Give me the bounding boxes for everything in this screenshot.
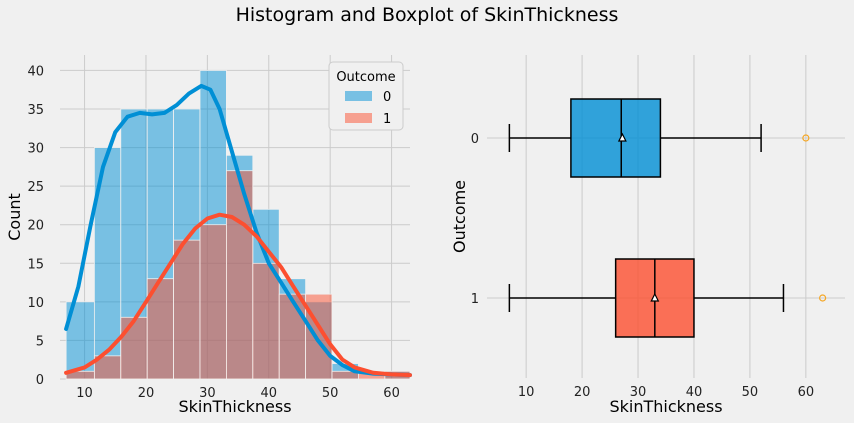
- histogram-y-tick-label: 5: [36, 334, 44, 349]
- mean-marker: [617, 132, 627, 142]
- boxplot-panel: 10 20 30 40 50 60 0 1 SkinThickness Outcome: [450, 55, 845, 416]
- boxplot-x-tick-label: 50: [742, 385, 759, 400]
- outlier-point: [802, 134, 810, 142]
- histogram-y-tick-label: 40: [27, 64, 44, 79]
- histogram-bar-outcome-1: [120, 316, 148, 380]
- legend-swatch-outcome-0: [345, 91, 372, 101]
- boxplot-y-axis-label: Outcome: [450, 180, 469, 253]
- boxplot-x-tick-label: 30: [630, 385, 647, 400]
- legend-label-outcome-1: 1: [383, 112, 391, 127]
- box-iqr: [570, 98, 662, 178]
- boxplot-x-tick-label: 60: [798, 385, 815, 400]
- histogram-bar-outcome-1: [173, 239, 201, 380]
- histogram-y-tick-label: 10: [27, 296, 44, 311]
- histogram-y-tick-label: 30: [27, 142, 44, 157]
- boxplot-x-tick-label: 20: [574, 385, 591, 400]
- histogram-bar-outcome-1: [252, 262, 280, 380]
- histogram-y-tick-label: 20: [27, 219, 44, 234]
- histogram-x-tick-label: 20: [138, 386, 155, 401]
- histogram-y-tick-label: 25: [27, 180, 44, 195]
- boxplot-outcome-1: [508, 258, 827, 338]
- histogram-y-axis-label: Count: [5, 193, 24, 241]
- histogram-bar-outcome-1: [305, 293, 333, 380]
- kde-line-outcome-0: [64, 83, 412, 378]
- histogram-bar-outcome-1: [278, 293, 307, 380]
- histogram-y-tick-label: 15: [27, 257, 44, 272]
- histogram-x-tick-label: 60: [383, 386, 400, 401]
- boxplot-x-tick-label: 10: [518, 385, 535, 400]
- histogram-x-tick-label: 50: [322, 386, 339, 401]
- histogram-x-tick-label: 40: [260, 386, 277, 401]
- outlier-point: [819, 294, 827, 302]
- boxplot-x-axis-label: SkinThickness: [609, 397, 722, 416]
- boxplot-y-tick-label: 0: [471, 132, 479, 147]
- mean-marker: [650, 292, 660, 302]
- legend-label-outcome-0: 0: [383, 90, 391, 105]
- histogram-x-axis-label: SkinThickness: [178, 397, 291, 416]
- histogram-panel: 10 20 30 40 50 600510152025303540SkinThicknes…: [5, 55, 412, 416]
- boxplot-x-tick-label: 40: [686, 385, 703, 400]
- histogram-legend: Outcome 0 1: [328, 61, 404, 131]
- figure-title: Histogram and Boxplot of SkinThickness: [235, 4, 619, 26]
- histogram-y-tick-label: 0: [36, 373, 44, 388]
- histogram-x-tick-label: 30: [199, 386, 216, 401]
- kde-line-outcome-1: [64, 212, 412, 378]
- histogram-y-tick-label: 35: [27, 103, 44, 118]
- histogram-x-tick-label: 10: [76, 386, 93, 401]
- legend-swatch-outcome-1: [345, 113, 372, 123]
- histogram-bar-outcome-1: [199, 224, 227, 380]
- boxplot-y-tick-label: 1: [471, 292, 479, 307]
- legend-title: Outcome: [336, 70, 395, 85]
- boxplot-outcome-0: [508, 98, 810, 178]
